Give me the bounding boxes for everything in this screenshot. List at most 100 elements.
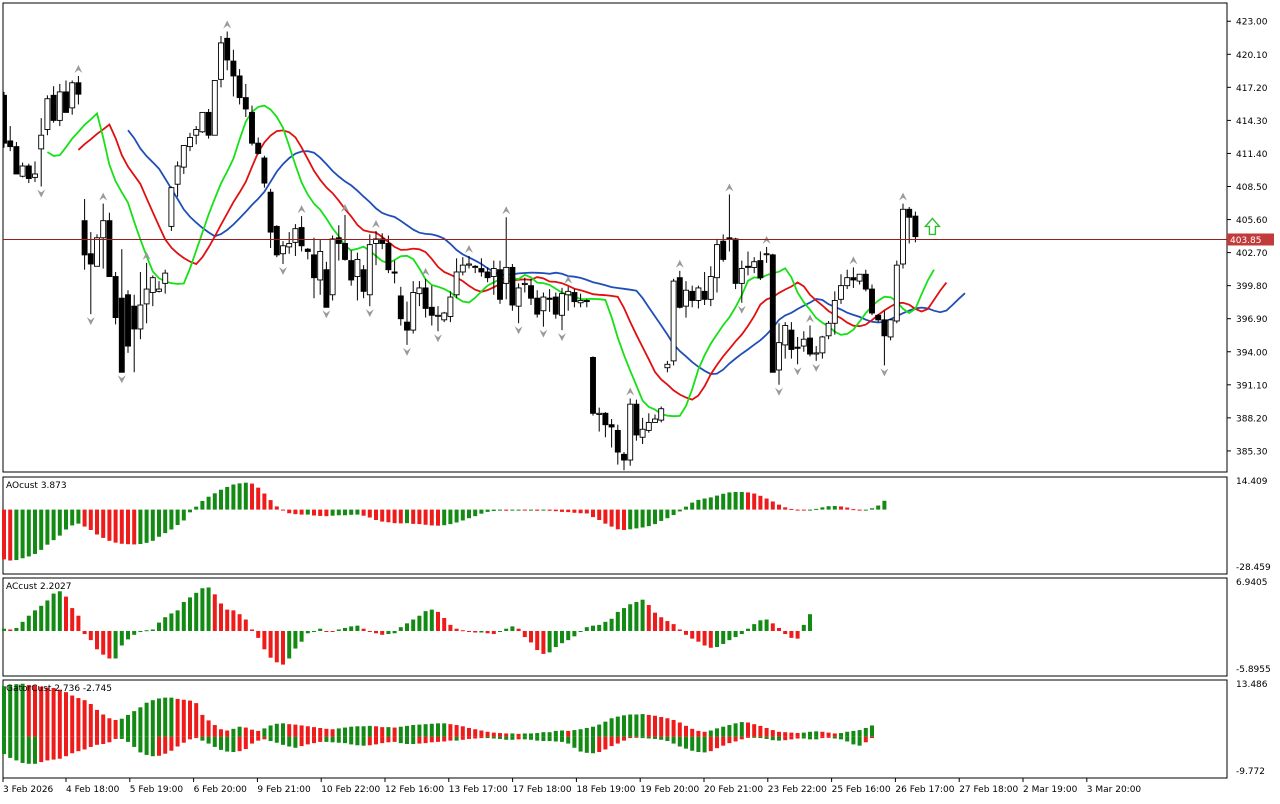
histogram-bar-lower <box>150 736 155 757</box>
histogram-bar <box>460 509 465 521</box>
histogram-bar <box>597 509 602 521</box>
histogram-bar <box>659 717 664 737</box>
candle-body <box>788 329 795 350</box>
candle-body <box>583 300 590 303</box>
histogram-bar-lower <box>715 736 719 749</box>
histogram-bar-lower <box>144 736 149 755</box>
histogram-bar-lower <box>305 736 310 745</box>
histogram-bar <box>132 630 137 635</box>
histogram-bar <box>429 723 434 737</box>
fractal-up-marker <box>725 183 734 192</box>
candle-body <box>565 290 572 296</box>
candle-body <box>218 42 224 80</box>
candle-body <box>100 220 107 239</box>
histogram-bar-lower <box>634 736 639 738</box>
histogram-bar-lower <box>2 736 6 755</box>
indicator-panel-1 <box>2 482 887 561</box>
histogram-bar <box>225 609 230 631</box>
fractal-down-marker <box>558 333 566 342</box>
histogram-bar <box>262 493 267 510</box>
histogram-bar <box>615 716 620 737</box>
candle-body <box>379 238 386 244</box>
candle-body <box>63 91 69 113</box>
histogram-bar <box>349 726 354 737</box>
histogram-bar <box>70 608 75 631</box>
histogram-bar-lower <box>572 736 577 748</box>
histogram-bar <box>150 629 155 631</box>
histogram-bar <box>727 725 732 737</box>
histogram-bar-lower <box>845 736 850 742</box>
histogram-bar-lower <box>386 736 391 743</box>
histogram-bar <box>374 630 378 634</box>
histogram-bar <box>138 509 143 544</box>
histogram-bar <box>374 509 378 521</box>
histogram-bar <box>386 727 391 737</box>
candle-body <box>869 288 875 314</box>
histogram-bar <box>448 724 453 737</box>
histogram-bar <box>169 613 174 631</box>
histogram-bar <box>330 729 335 737</box>
indicator-tick-label: -9.772 <box>1236 767 1265 777</box>
histogram-bar <box>380 509 385 522</box>
histogram-bar <box>839 506 843 510</box>
histogram-bar <box>231 728 236 737</box>
histogram-bar <box>498 630 502 632</box>
histogram-bar <box>578 630 583 632</box>
histogram-bar <box>206 587 211 631</box>
histogram-bar <box>801 509 806 511</box>
histogram-bar <box>572 509 577 513</box>
histogram-bar <box>597 624 602 631</box>
histogram-bar <box>243 619 248 631</box>
histogram-bar <box>312 509 316 516</box>
candle-body <box>466 263 472 266</box>
histogram-bar <box>529 733 533 737</box>
histogram-bar <box>671 509 676 516</box>
histogram-bar <box>237 614 242 631</box>
time-axis-label: 3 Feb 2026 <box>3 785 54 795</box>
histogram-bar-lower <box>857 736 862 746</box>
histogram-bar <box>715 495 719 510</box>
histogram-bar <box>20 509 25 559</box>
histogram-bar <box>417 615 422 631</box>
candle-body <box>280 245 286 255</box>
histogram-bar <box>355 625 360 631</box>
histogram-bar <box>243 482 248 510</box>
histogram-bar <box>101 714 106 737</box>
candle-body <box>193 129 200 136</box>
candle-body <box>428 306 435 316</box>
histogram-bar <box>225 730 230 737</box>
histogram-bar <box>33 610 37 631</box>
histogram-bar <box>460 726 465 737</box>
candle-body <box>391 271 398 274</box>
histogram-bar-lower <box>733 736 738 742</box>
fractal-up-marker <box>899 192 907 201</box>
candle-body <box>782 325 789 346</box>
candle-body <box>205 111 212 136</box>
candle-body <box>292 228 299 243</box>
histogram-bar <box>516 628 521 631</box>
histogram-bar <box>380 727 385 737</box>
histogram-bar <box>200 501 205 510</box>
histogram-bar-lower <box>479 736 484 739</box>
histogram-bar <box>20 621 25 631</box>
candle-body <box>32 173 38 178</box>
histogram-bar-lower <box>752 736 757 738</box>
fractal-down-marker <box>86 317 95 326</box>
candle-body <box>732 238 739 284</box>
histogram-bar <box>119 718 124 737</box>
histogram-bar-lower <box>163 736 168 754</box>
candle-body <box>242 97 249 110</box>
histogram-bar <box>442 509 447 526</box>
histogram-bar <box>504 628 509 631</box>
histogram-bar <box>219 489 223 510</box>
histogram-bar-lower <box>95 736 99 745</box>
histogram-bar <box>293 724 298 737</box>
fractal-down-marker <box>514 326 523 335</box>
histogram-bar-lower <box>367 736 372 746</box>
histogram-bar-lower <box>485 736 490 739</box>
histogram-bar <box>615 611 620 631</box>
histogram-bar <box>498 509 502 511</box>
candle-body <box>757 260 764 279</box>
histogram-bar <box>721 493 726 510</box>
